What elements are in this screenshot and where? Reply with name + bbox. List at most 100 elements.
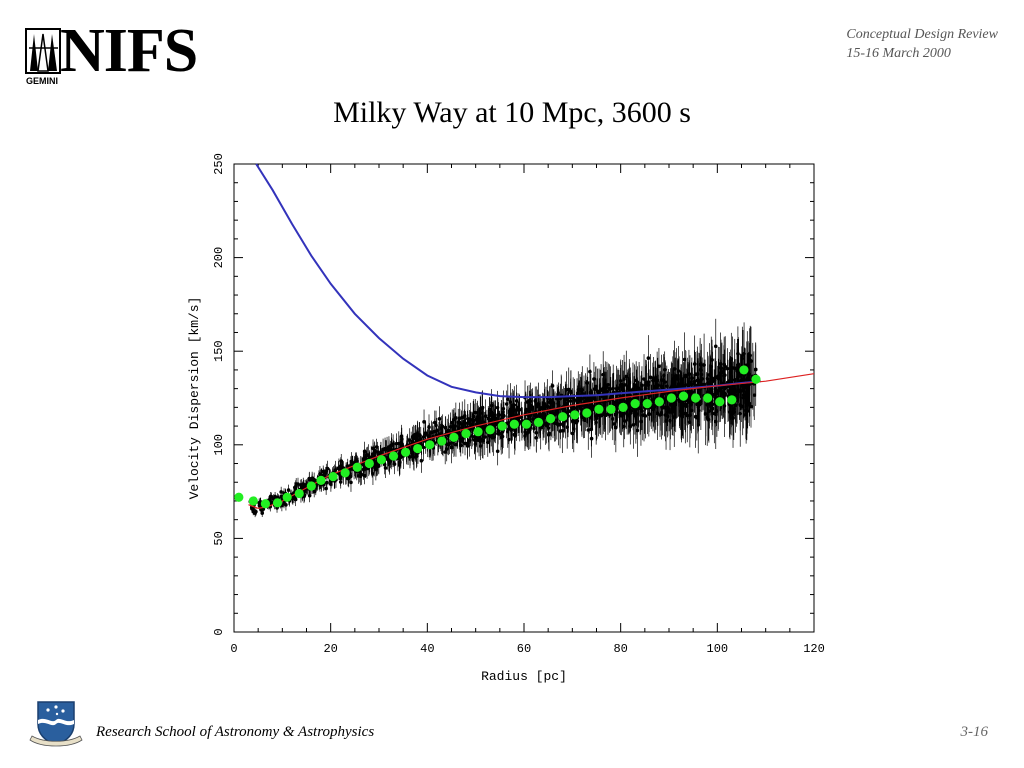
data-point [548,410,553,415]
binned-point [497,421,507,431]
data-point [647,394,651,398]
binned-point [282,492,292,502]
data-point [481,438,485,443]
data-point [611,386,616,391]
data-point [713,376,718,380]
data-point [483,414,488,418]
data-point [407,438,412,442]
data-point [312,489,317,494]
data-point [719,366,723,370]
data-point [450,420,455,425]
data-point [618,413,623,417]
data-point [616,386,620,391]
binned-point [449,432,459,442]
x-tick-label: 60 [517,642,531,656]
data-point [568,399,573,403]
data-point [665,410,670,414]
data-point [712,411,717,416]
data-point [477,438,481,442]
binned-points [234,365,761,509]
data-point [506,397,510,402]
data-point [593,387,598,391]
data-point [652,404,657,409]
data-point [679,409,683,414]
data-point [419,458,424,463]
binned-point [570,410,580,420]
data-point [604,394,608,399]
data-point [547,431,551,436]
data-point [618,378,623,383]
data-point [582,418,587,423]
binned-point [272,498,283,508]
y-tick-label: 0 [212,628,226,635]
binned-point [739,365,749,375]
data-point [565,401,569,406]
binned-point [715,397,725,407]
data-point [346,475,351,480]
data-point [528,406,533,411]
data-point [682,403,687,408]
data-point [585,381,590,385]
data-point [369,455,374,459]
data-point [589,436,594,441]
data-point [325,466,330,471]
data-point [639,419,643,424]
data-point [699,399,703,404]
data-point [506,427,511,432]
data-point [664,419,668,423]
data-point [602,385,607,389]
binned-point [606,404,616,414]
logo-subtext: GEMINI [26,76,59,86]
data-point [296,482,300,486]
data-point [452,427,456,431]
data-point [321,469,326,474]
data-point [622,377,626,381]
data-point [662,367,667,372]
data-point [345,464,350,468]
y-tick-label: 250 [212,153,226,175]
binned-point [234,492,244,502]
data-point [374,445,379,449]
data-point [282,501,286,506]
binned-point [306,481,316,491]
data-point [432,420,437,425]
data-point [659,411,664,415]
data-point [422,420,426,424]
data-point [739,378,744,383]
data-point [588,369,592,374]
data-point [713,344,718,349]
data-point [495,449,500,454]
data-point [556,423,561,427]
binned-point [594,404,604,414]
binned-point [630,399,640,409]
data-point [471,414,475,419]
gemini-telescope-icon [25,28,61,74]
binned-point [521,419,532,429]
y-tick-label: 100 [212,434,226,456]
data-point [612,422,617,426]
x-tick-label: 40 [420,642,434,656]
chart-axes: 0 20 40 60 80 100 120 0 50 100 150 200 250 [212,153,825,656]
data-point [640,383,644,388]
data-point [692,362,697,366]
data-point [741,393,746,397]
data-point [468,417,473,422]
data-point [482,435,487,439]
data-point [257,504,262,508]
data-point [468,422,472,426]
data-point [516,417,520,421]
data-point [261,507,266,511]
data-point [489,403,494,408]
binned-point [328,472,338,482]
data-point [745,409,749,413]
data-point [293,497,298,502]
data-point [534,435,539,440]
data-point [599,387,603,392]
binned-point [545,413,556,424]
data-point [622,411,626,415]
data-point [440,424,445,429]
data-point [688,420,692,425]
data-point [511,409,516,413]
data-point [588,390,593,395]
data-point [717,374,722,378]
